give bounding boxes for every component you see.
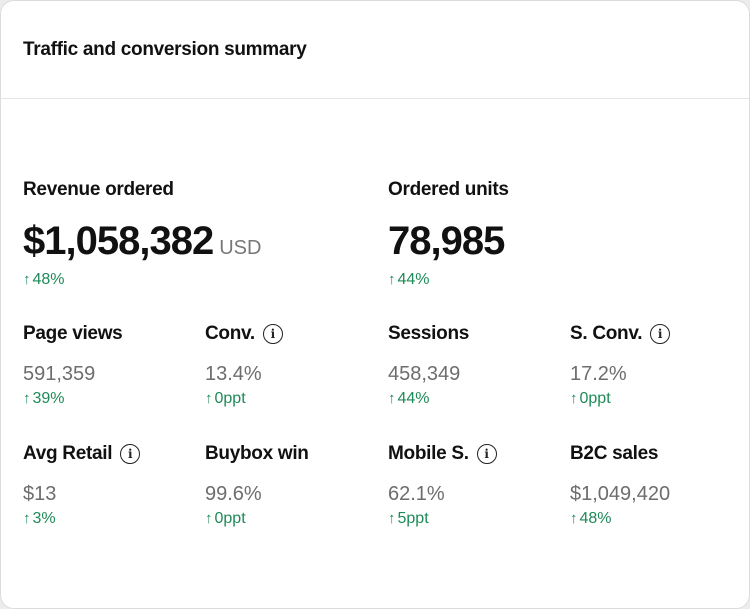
metric-session-conversion: S. Conv. i 17.2% ↑ 0ppt bbox=[570, 322, 671, 409]
metric-label-row: Sessions bbox=[388, 322, 469, 346]
arrow-up-icon: ↑ bbox=[388, 271, 396, 288]
arrow-up-icon: ↑ bbox=[388, 510, 396, 527]
metric-label: Avg Retail bbox=[23, 443, 113, 464]
card-title: Traffic and conversion summary bbox=[23, 39, 307, 60]
arrow-up-icon: ↑ bbox=[23, 510, 31, 527]
metric-label: S. Conv. bbox=[570, 323, 643, 344]
metric-value-row: 78,985 bbox=[388, 217, 509, 265]
metric-value: $1,049,420 bbox=[570, 483, 671, 505]
metric-b2c-sales: B2C sales $1,049,420 ↑ 48% bbox=[570, 442, 670, 529]
metric-label: Page views bbox=[23, 323, 123, 344]
delta-value: 0ppt bbox=[579, 390, 611, 407]
metric-label-row: Conv. i bbox=[205, 322, 283, 346]
delta-value: 48% bbox=[579, 510, 612, 527]
metric-mobile-sessions: Mobile S. i 62.1% ↑ 5ppt bbox=[388, 442, 497, 529]
metric-page-views: Page views 591,359 ↑ 39% bbox=[23, 322, 123, 409]
metric-value: $13 bbox=[23, 483, 57, 505]
card-header: Traffic and conversion summary bbox=[1, 1, 749, 99]
metric-conversion: Conv. i 13.4% ↑ 0ppt bbox=[205, 322, 283, 409]
metric-delta: ↑ 48% bbox=[570, 509, 670, 529]
info-circle-icon[interactable]: i bbox=[120, 444, 141, 464]
metric-value: 458,349 bbox=[388, 363, 461, 385]
metric-sessions: Sessions 458,349 ↑ 44% bbox=[388, 322, 469, 409]
metric-value-row: $1,058,382 USD bbox=[23, 217, 261, 265]
delta-value: 3% bbox=[32, 510, 56, 527]
metric-label-row: S. Conv. i bbox=[570, 322, 671, 346]
metric-label: Sessions bbox=[388, 323, 470, 344]
arrow-up-icon: ↑ bbox=[570, 390, 578, 407]
metric-delta: ↑ 0ppt bbox=[570, 389, 670, 409]
metric-delta: ↑ 39% bbox=[23, 389, 122, 409]
delta-value: 0ppt bbox=[214, 510, 246, 527]
metric-delta: ↑ 0ppt bbox=[205, 509, 309, 529]
metric-label: Buybox win bbox=[205, 443, 309, 464]
arrow-up-icon: ↑ bbox=[23, 271, 31, 288]
metric-delta: ↑ 5ppt bbox=[388, 509, 497, 529]
metric-value: 591,359 bbox=[23, 363, 96, 385]
metric-value: 99.6% bbox=[205, 483, 262, 505]
metric-ordered-units: Ordered units 78,985 ↑ 44% bbox=[388, 179, 509, 290]
metric-label-row: B2C sales bbox=[570, 442, 670, 466]
arrow-up-icon: ↑ bbox=[570, 510, 578, 527]
metric-buybox-win: Buybox win 99.6% ↑ 0ppt bbox=[205, 442, 309, 529]
metric-delta: ↑ 0ppt bbox=[205, 389, 283, 409]
metric-label-row: Mobile S. i bbox=[388, 442, 497, 466]
delta-value: 5ppt bbox=[397, 510, 429, 527]
metric-label: Revenue ordered bbox=[23, 179, 174, 200]
arrow-up-icon: ↑ bbox=[388, 390, 396, 407]
metric-label: B2C sales bbox=[570, 443, 659, 464]
metric-value: $1,058,382 bbox=[23, 219, 214, 263]
delta-value: 48% bbox=[32, 271, 65, 288]
metric-label-row: Buybox win bbox=[205, 442, 309, 466]
currency-unit: USD bbox=[219, 237, 262, 259]
delta-value: 0ppt bbox=[214, 390, 246, 407]
info-circle-icon[interactable]: i bbox=[262, 324, 283, 344]
metric-delta: ↑ 44% bbox=[388, 270, 509, 290]
metric-delta: ↑ 3% bbox=[23, 509, 140, 529]
metric-label-row: Avg Retail i bbox=[23, 442, 141, 466]
arrow-up-icon: ↑ bbox=[23, 390, 31, 407]
metric-label: Mobile S. bbox=[388, 443, 469, 464]
metric-value: 17.2% bbox=[570, 363, 627, 385]
delta-value: 44% bbox=[397, 390, 430, 407]
metric-label: Conv. bbox=[205, 323, 255, 344]
metric-value: 62.1% bbox=[388, 483, 445, 505]
metric-revenue-ordered: Revenue ordered $1,058,382 USD ↑ 48% bbox=[23, 179, 261, 290]
delta-value: 39% bbox=[32, 390, 65, 407]
arrow-up-icon: ↑ bbox=[205, 390, 213, 407]
metric-delta: ↑ 44% bbox=[388, 389, 469, 409]
metric-label: Ordered units bbox=[388, 179, 509, 200]
delta-value: 44% bbox=[397, 271, 430, 288]
metric-value: 13.4% bbox=[205, 363, 262, 385]
info-circle-icon[interactable]: i bbox=[476, 444, 497, 464]
metric-delta: ↑ 48% bbox=[23, 270, 261, 290]
metric-label-row: Page views bbox=[23, 322, 123, 346]
metric-avg-retail: Avg Retail i $13 ↑ 3% bbox=[23, 442, 141, 529]
metric-value: 78,985 bbox=[388, 219, 505, 263]
arrow-up-icon: ↑ bbox=[205, 510, 213, 527]
info-circle-icon[interactable]: i bbox=[650, 324, 671, 344]
